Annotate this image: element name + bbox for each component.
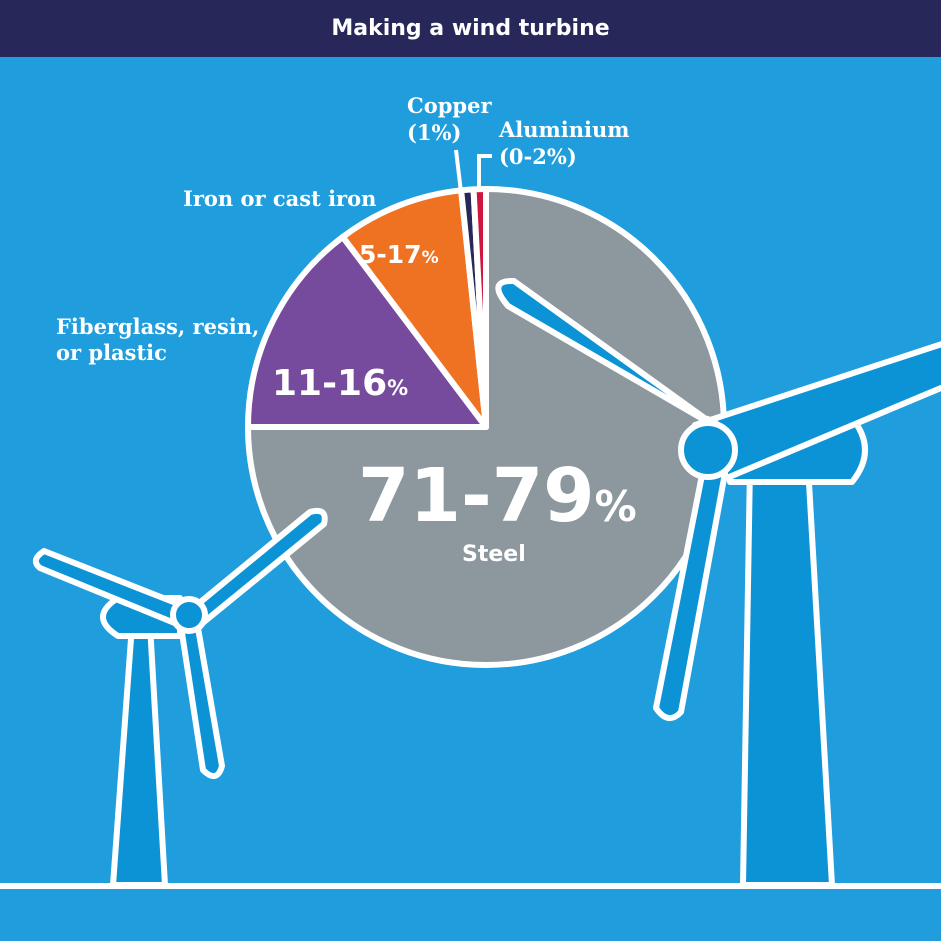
label-steel: Steel	[462, 542, 526, 567]
value-steel-unit: %	[595, 482, 637, 531]
pie-slice-iron	[339, 187, 489, 430]
label-aluminium: Aluminium	[498, 117, 629, 142]
page-title: Making a wind turbine	[0, 0, 941, 57]
pie-slice-steel	[245, 186, 727, 668]
value-fiberglass-unit: %	[387, 376, 408, 400]
value-steel-number: 71-79	[358, 453, 595, 539]
label-fiberglass-line1: Fiberglass, resin,	[56, 314, 259, 339]
value-aluminium: (0-2%)	[499, 144, 577, 169]
pie-chart	[245, 186, 727, 668]
aluminium-leader-line	[477, 154, 492, 192]
value-iron: 5-17%	[359, 240, 439, 269]
value-iron-unit: %	[422, 248, 439, 268]
copper-leader-line	[454, 149, 463, 193]
wind-turbine-small	[32, 507, 328, 888]
value-iron-number: 5-17	[359, 240, 422, 269]
pie-slice-fiberglass	[245, 233, 489, 430]
value-fiberglass: 11-16%	[272, 363, 408, 404]
label-iron: Iron or cast iron	[183, 186, 376, 211]
value-fiberglass-number: 11-16	[272, 363, 387, 404]
value-steel: 71-79%	[358, 453, 637, 539]
label-fiberglass-line2: or plastic	[56, 340, 167, 365]
value-copper: (1%)	[407, 120, 461, 145]
label-copper: Copper	[407, 93, 492, 118]
wind-turbine-large	[495, 277, 941, 888]
